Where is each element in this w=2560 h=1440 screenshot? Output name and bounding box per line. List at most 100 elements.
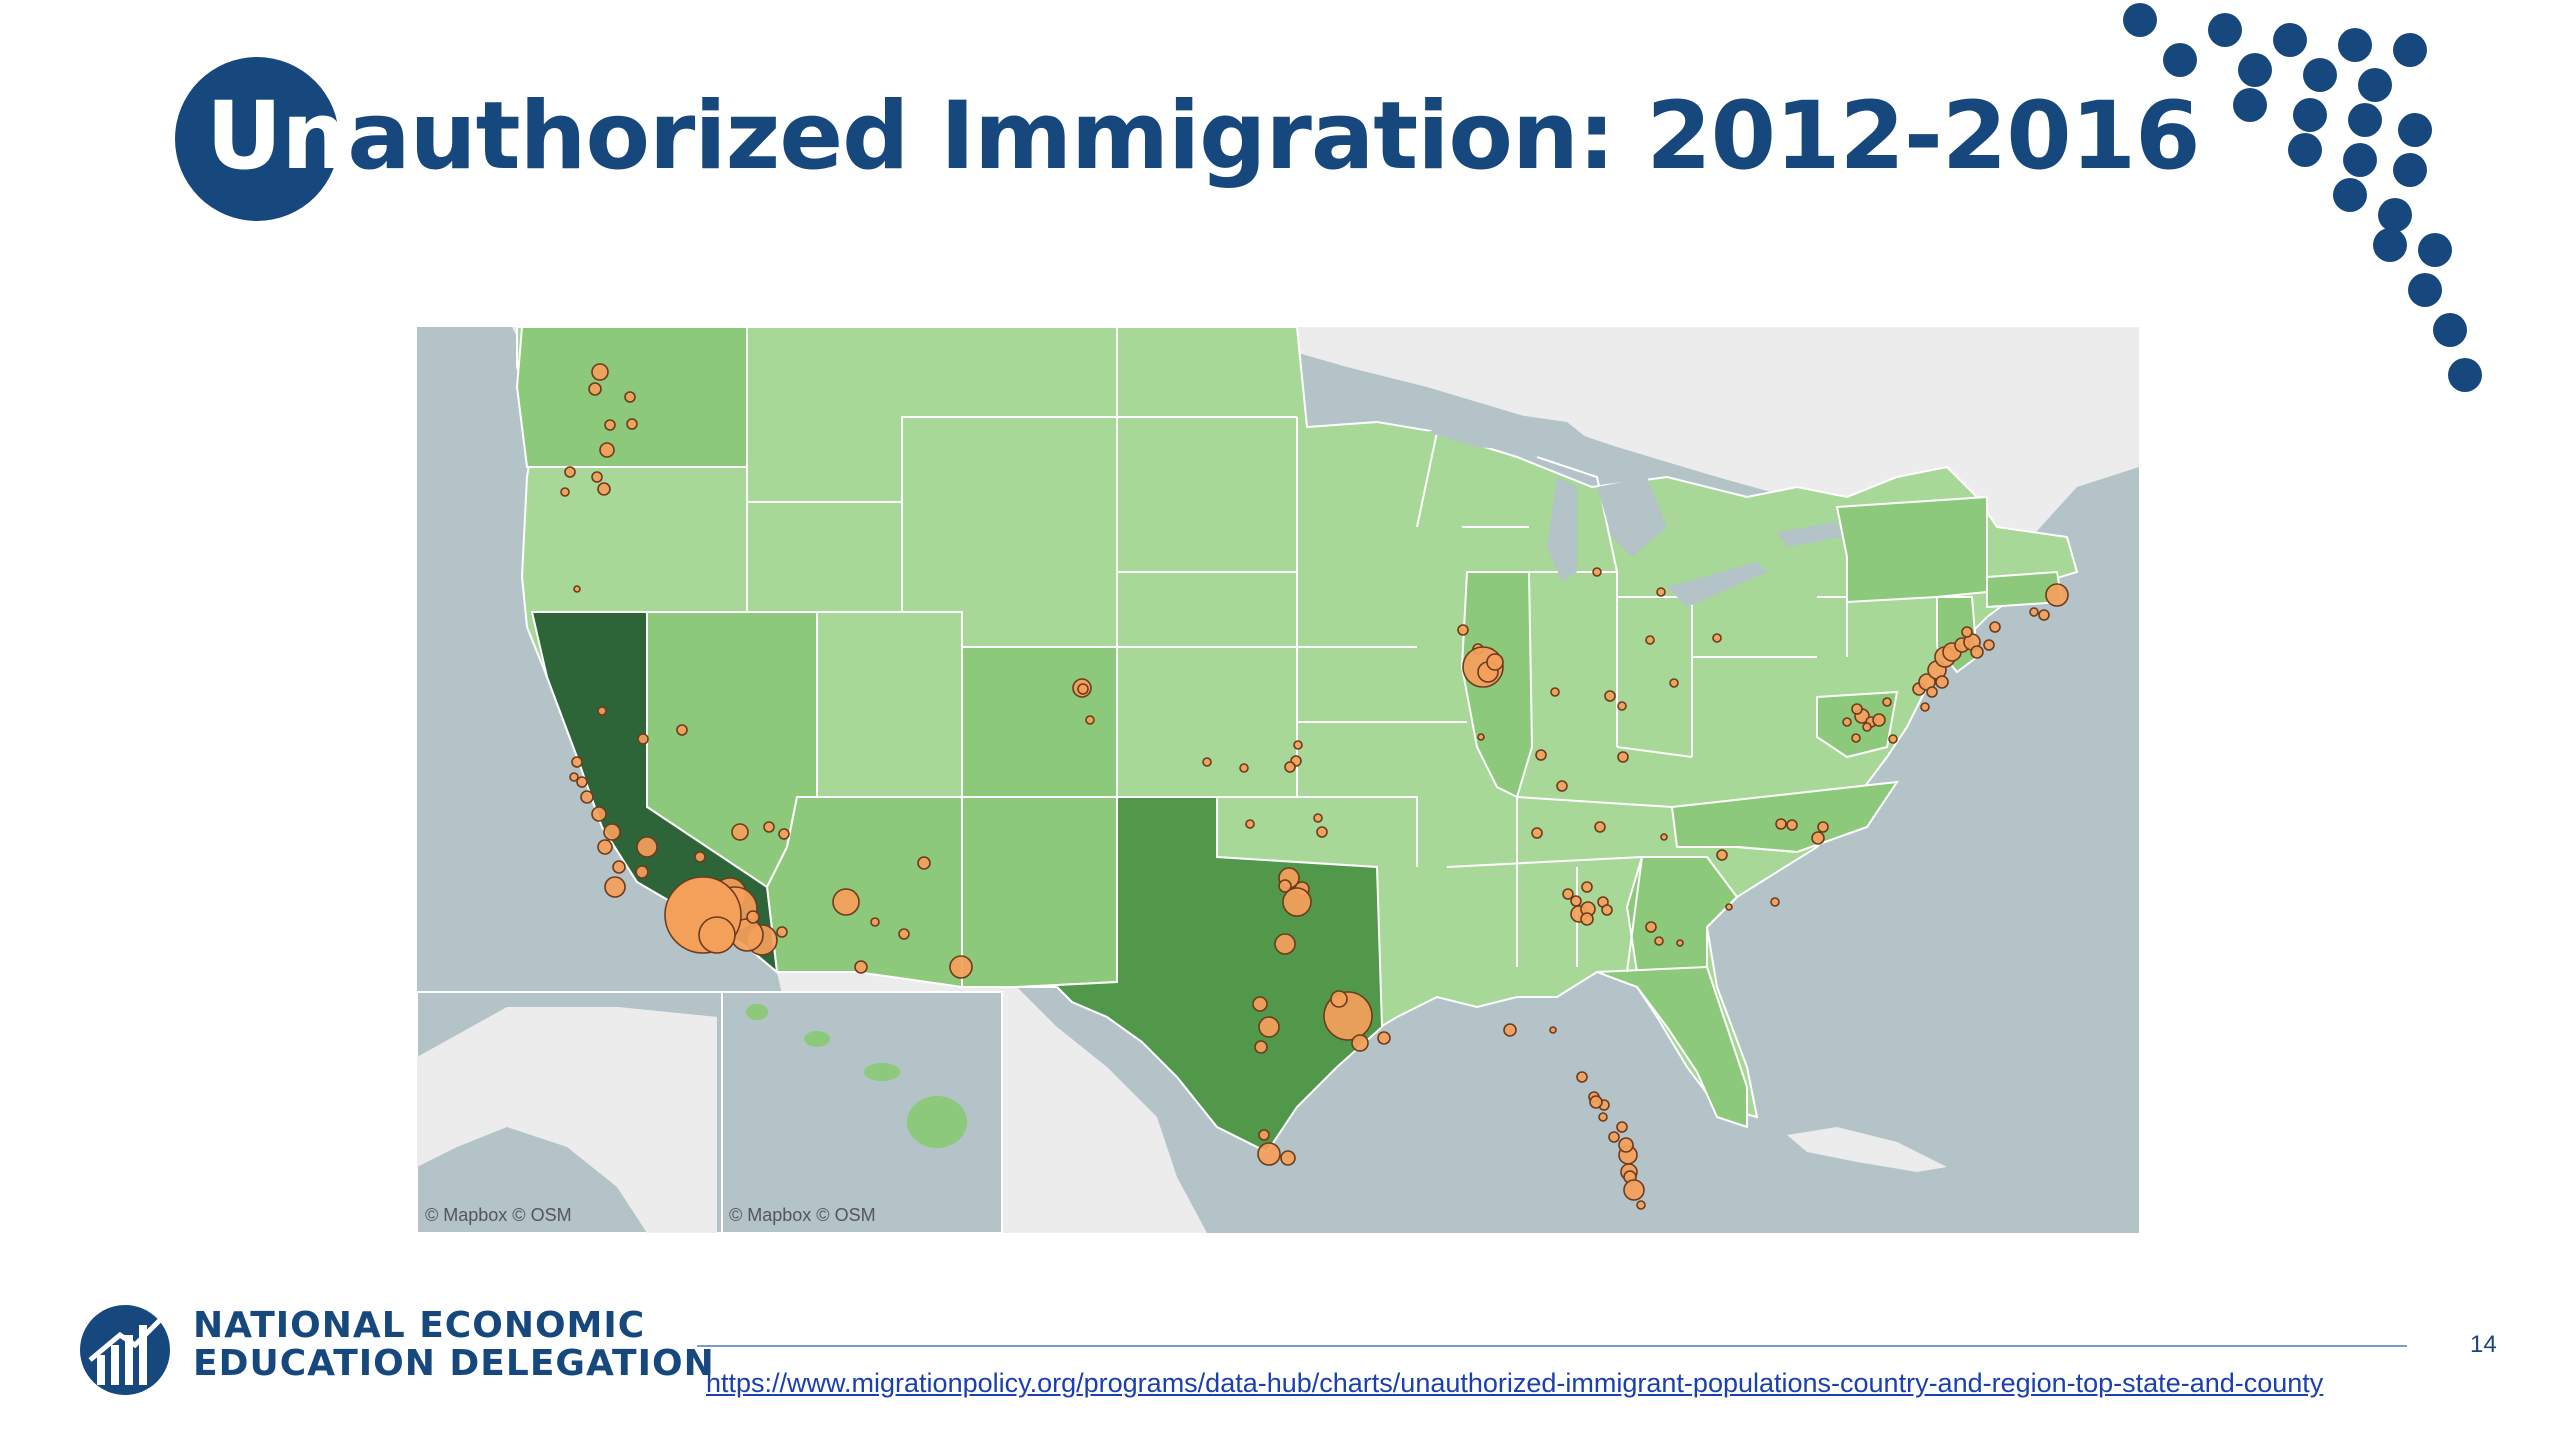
population-bubble[interactable] [597,482,611,496]
population-bubble[interactable] [1920,702,1930,712]
population-bubble[interactable] [1617,701,1627,711]
population-bubble[interactable] [1580,912,1594,926]
population-bubble[interactable] [746,910,760,924]
population-bubble[interactable] [1616,1121,1628,1133]
population-bubble[interactable] [1882,697,1892,707]
population-bubble[interactable] [626,418,638,430]
population-bubble[interactable] [1257,1142,1281,1166]
population-bubble[interactable] [2045,583,2069,607]
population-bubble[interactable] [1280,1150,1296,1166]
population-bubble[interactable] [1486,653,1504,671]
population-bubble[interactable] [591,806,607,822]
population-bubble[interactable] [1589,1095,1603,1109]
population-bubble[interactable] [1581,881,1593,893]
population-bubble[interactable] [1725,903,1733,911]
population-bubble[interactable] [1503,1023,1517,1037]
population-bubble[interactable] [560,487,570,497]
population-bubble[interactable] [1970,645,1984,659]
population-bubble[interactable] [635,865,649,879]
population-bubble[interactable] [1258,1129,1270,1141]
population-bubble[interactable] [604,876,626,898]
population-bubble[interactable] [580,790,594,804]
population-bubble[interactable] [1636,1200,1646,1210]
population-bubble[interactable] [676,724,688,736]
population-bubble[interactable] [1983,639,1995,651]
population-bubble[interactable] [898,928,910,940]
population-bubble[interactable] [571,756,583,768]
population-bubble[interactable] [1293,740,1303,750]
population-bubble[interactable] [1770,897,1780,907]
population-bubble[interactable] [1477,733,1485,741]
population-bubble[interactable] [1775,818,1787,830]
population-bubble[interactable] [636,836,658,858]
population-bubble[interactable] [1592,567,1602,577]
population-bubble[interactable] [604,419,616,431]
population-bubble[interactable] [1926,686,1938,698]
population-bubble[interactable] [1851,703,1863,715]
population-bubble[interactable] [1842,717,1852,727]
population-bubble[interactable] [603,823,621,841]
population-bubble[interactable] [832,888,860,916]
population-bubble[interactable] [1316,826,1328,838]
population-bubble[interactable] [1278,879,1292,893]
population-bubble[interactable] [1274,933,1296,955]
population-bubble[interactable] [1531,827,1543,839]
source-link[interactable]: https://www.migrationpolicy.org/programs… [706,1368,2324,1398]
population-bubble[interactable] [1202,757,1212,767]
population-bubble[interactable] [1645,635,1655,645]
population-bubble[interactable] [1645,921,1657,933]
population-bubble[interactable] [1598,1112,1608,1122]
population-bubble[interactable] [1935,675,1949,689]
population-bubble[interactable] [1254,1040,1268,1054]
population-bubble[interactable] [763,821,775,833]
population-bubble[interactable] [1872,713,1886,727]
population-bubble[interactable] [917,856,931,870]
population-bubble[interactable] [1377,1031,1391,1045]
population-bubble[interactable] [2029,607,2039,617]
population-bubble[interactable] [1862,722,1872,732]
population-bubble[interactable] [1556,780,1568,792]
population-bubble[interactable] [576,776,588,788]
population-bubble[interactable] [1989,621,2001,633]
population-bubble[interactable] [1618,1137,1634,1153]
population-bubble[interactable] [1077,683,1089,695]
population-bubble[interactable] [1712,633,1722,643]
population-bubble[interactable] [1660,833,1668,841]
population-bubble[interactable] [776,926,788,938]
population-bubble[interactable] [1716,849,1728,861]
population-bubble[interactable] [1594,821,1606,833]
population-bubble[interactable] [1623,1179,1645,1201]
population-bubble[interactable] [870,917,880,927]
population-bubble[interactable] [1570,895,1582,907]
population-bubble[interactable] [1282,887,1312,917]
population-bubble[interactable] [591,471,603,483]
population-bubble[interactable] [569,772,579,782]
population-bubble[interactable] [2038,609,2050,621]
population-bubble[interactable] [597,839,613,855]
population-bubble[interactable] [1562,888,1574,900]
population-bubble[interactable] [731,823,749,841]
population-bubble[interactable] [1535,749,1547,761]
population-bubble[interactable] [637,733,649,745]
population-bubble[interactable] [854,960,868,974]
population-bubble[interactable] [1601,904,1613,916]
population-bubble[interactable] [1252,996,1268,1012]
population-bubble[interactable] [1676,939,1684,947]
population-bubble[interactable] [1888,734,1898,744]
population-bubble[interactable] [1313,813,1323,823]
population-bubble[interactable] [1351,1034,1369,1052]
population-bubble[interactable] [1669,678,1679,688]
population-bubble-orange-county[interactable] [698,916,736,954]
population-bubble[interactable] [1330,990,1348,1008]
population-bubble[interactable] [1457,624,1469,636]
population-bubble[interactable] [1654,936,1664,946]
population-bubble[interactable] [588,382,602,396]
population-bubble[interactable] [1550,687,1560,697]
population-bubble[interactable] [599,442,615,458]
population-bubble[interactable] [1817,821,1829,833]
population-bubble[interactable] [1604,690,1616,702]
population-bubble[interactable] [624,391,636,403]
population-bubble[interactable] [1549,1026,1557,1034]
population-bubble[interactable] [694,851,706,863]
population-bubble[interactable] [778,828,790,840]
